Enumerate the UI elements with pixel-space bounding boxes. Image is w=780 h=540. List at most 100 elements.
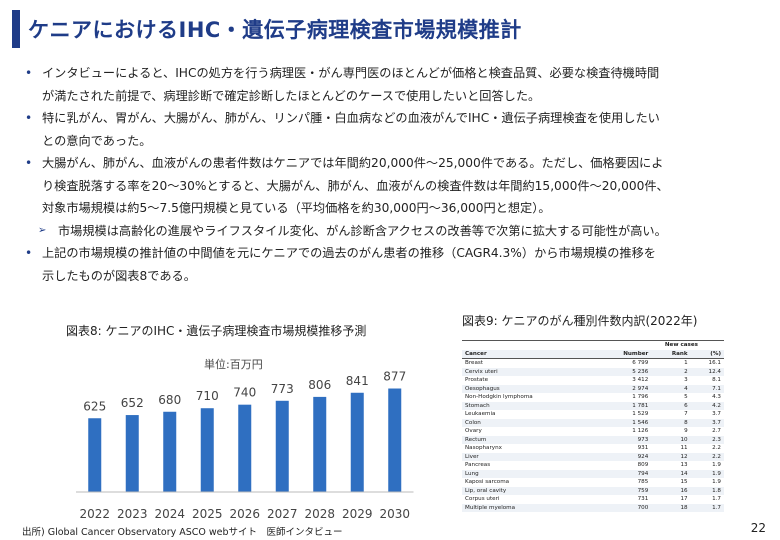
table-cell: 1.7 [690, 503, 724, 512]
bullet-line: 特に乳がん、胃がん、大腸がん、肺がん、リンパ腫・白血病などの血液がんでIHC・遺… [42, 111, 660, 125]
data-label: 806 [308, 378, 331, 392]
table-header-row: Cancer Number Rank (%) [462, 349, 724, 359]
table-cell: Ovary [465, 428, 482, 434]
table-row: Multiple myeloma 700 18 1.7 [462, 503, 724, 512]
bullet-item: • 特に乳がん、胃がん、大腸がん、肺がん、リンパ腫・白血病などの血液がんでIHC・… [22, 107, 770, 152]
table-cell: 700 [595, 503, 652, 512]
bullet-line: が満たされた前提で、病理診断で確定診断したほとんどのケースで使用したいと回答した… [42, 88, 541, 103]
bullet-marker: • [25, 156, 33, 170]
table-cell: 12 [651, 452, 691, 461]
table-group-header-row: New cases [462, 340, 724, 350]
table-cell: Pancreas [465, 462, 491, 468]
table-cell: 3 [684, 377, 688, 383]
table-cell: 4.2 [690, 401, 724, 410]
bullet-marker: ➢ [38, 224, 47, 236]
bar-2026 [238, 404, 252, 492]
source-note: 出所) Global Cancer Observatory ASCO webサイ… [22, 527, 343, 538]
x-tick-label: 2026 [229, 507, 260, 521]
x-tick-label: 2025 [192, 507, 223, 521]
bullet-item: • 大腸がん、肺がん、血液がんの患者件数はケニアでは年間約20,000件～25,0… [22, 152, 770, 220]
table-cell: Stomach [462, 401, 596, 410]
x-tick-label: 2029 [342, 507, 373, 521]
table-row: Nasopharynx 931 11 2.2 [462, 444, 724, 453]
table-cell: Liver [462, 452, 596, 461]
table-cell: Lung [462, 469, 596, 478]
bullet-line: との意向であった。 [42, 133, 152, 148]
x-tick-label: 2023 [117, 507, 148, 521]
table-cell: 11 [680, 445, 688, 451]
table-cell: 13 [680, 462, 688, 468]
table-cell: 6 799 [632, 360, 649, 366]
table-cell: 1 126 [632, 428, 649, 434]
table-row: Prostate 3 412 3 8.1 [462, 376, 724, 385]
table-cell: 12.4 [690, 367, 724, 376]
table-header-cell: Rank [651, 349, 691, 359]
table-cell: 1 [684, 360, 688, 366]
table-row: Leukaemia 1 529 7 3.7 [462, 410, 724, 419]
table-header-cell: Number [595, 349, 652, 359]
bar-2024 [163, 411, 177, 492]
bar-2023 [125, 415, 139, 492]
table-header-cell: Cancer [462, 349, 596, 359]
data-label: 625 [83, 399, 106, 413]
table-cell: 16 [651, 486, 691, 495]
table-cell: 2 974 [595, 384, 652, 393]
bullet-line: 市場規模は高齢化の進展やライフスタイル変化、がん診断含アクセスの改善等で次第に拡… [58, 223, 667, 238]
table-cell: 9 [684, 428, 688, 434]
bullet-line: 上記の市場規模の推計値の中間値を元にケニアでの過去のがん患者の推移（CAGR4.… [42, 246, 656, 260]
table-cell: 4 [651, 384, 691, 393]
table-cell: Prostate [465, 377, 489, 383]
table-cell: 6 [651, 401, 691, 410]
table-cell: 731 [637, 496, 649, 502]
table-cell: 759 [595, 486, 652, 495]
data-label: 841 [346, 374, 369, 388]
x-tick-label: 2027 [267, 507, 298, 521]
table-cell: 7 [684, 411, 688, 417]
table-cell: 8.1 [712, 377, 721, 383]
table-cell: 1.8 [690, 486, 724, 495]
table-cell: Non-Hodgkin lymphoma [465, 394, 533, 400]
bullet-line: 大腸がん、肺がん、血液がんの患者件数はケニアでは年間約20,000件～25,00… [42, 156, 664, 170]
table-cell: 15 [680, 479, 688, 485]
table-cell: 2 [651, 367, 691, 376]
table-cell: Colon [462, 418, 596, 427]
table-cell: 14 [651, 469, 691, 478]
data-label: 710 [196, 389, 219, 403]
table-cell: Lip, oral cavity [462, 486, 596, 495]
bar-2029 [350, 392, 364, 492]
table-cell: 2.7 [712, 428, 721, 434]
table-row: Breast 6 799 1 16.1 [462, 359, 724, 368]
table-row: Stomach 1 781 6 4.2 [462, 401, 724, 410]
data-label: 652 [121, 396, 144, 410]
table-cell: Breast [465, 360, 483, 366]
x-tick-label: 2022 [79, 507, 110, 521]
table-cell: Oesophagus [462, 384, 596, 393]
table-cell: 1 796 [632, 394, 649, 400]
table-row: Kaposi sarcoma 785 15 1.9 [462, 478, 724, 487]
table-row: Corpus uteri 731 17 1.7 [462, 495, 724, 504]
table-cell: 1.9 [712, 479, 721, 485]
table-row: Oesophagus 2 974 4 7.1 [462, 384, 724, 393]
table-cell: 973 [595, 435, 652, 444]
table-cell: Rectum [462, 435, 596, 444]
table-cell: 3 412 [632, 377, 649, 383]
table-caption: 図表9: ケニアのがん種別件数内訳(2022年) [462, 314, 698, 328]
table-cell: 16.1 [708, 360, 721, 366]
bullet-marker: • [25, 111, 33, 125]
chart-unit-label: 単位:百万円 [204, 358, 263, 371]
table-cell: 1.7 [712, 496, 721, 502]
table-cell: 785 [637, 479, 649, 485]
table-cell: 2.2 [690, 452, 724, 461]
bullet-list: • インタビューによると、IHCの処方を行う病理医・がん専門医のほとんどが価格と検… [22, 62, 770, 287]
bullet-line: インタビューによると、IHCの処方を行う病理医・がん専門医のほとんどが価格と検査… [42, 66, 660, 80]
chart-caption: 図表8: ケニアのIHC・遺伝子病理検査市場規模推移予測 [66, 324, 367, 338]
table-row: Liver 924 12 2.2 [462, 452, 724, 461]
table-cell: Leukaemia [465, 411, 496, 417]
x-tick-label: 2028 [304, 507, 335, 521]
table-cell: 8 [651, 418, 691, 427]
sub-bullet-item: ➢ 市場規模は高齢化の進展やライフスタイル変化、がん診断含アクセスの改善等で次第に… [22, 220, 770, 243]
bullet-item: • 上記の市場規模の推計値の中間値を元にケニアでの過去のがん患者の推移（CAGR4… [22, 242, 770, 287]
data-label: 877 [383, 370, 406, 384]
bullet-marker: • [25, 66, 33, 80]
data-label: 773 [271, 382, 294, 396]
